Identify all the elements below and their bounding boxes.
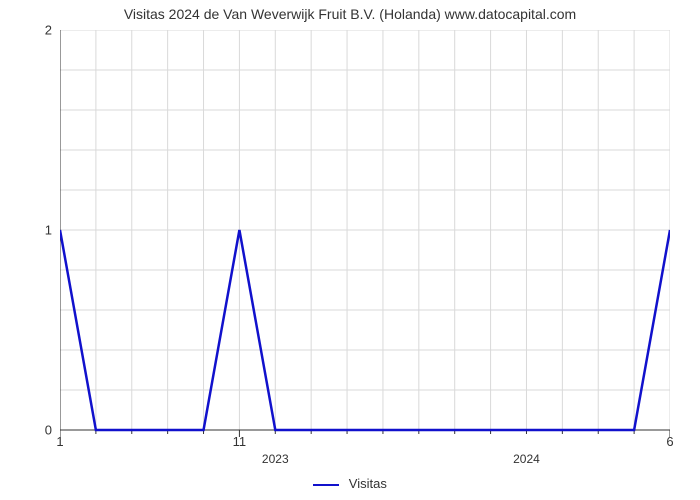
chart-title: Visitas 2024 de Van Weverwijk Fruit B.V.… (0, 6, 700, 22)
x-major-label: 1 (56, 434, 63, 449)
x-year-label: 2024 (513, 452, 540, 466)
chart-svg (60, 30, 670, 442)
visits-chart: Visitas 2024 de Van Weverwijk Fruit B.V.… (0, 0, 700, 500)
y-tick-label: 1 (32, 223, 52, 238)
y-tick-label: 2 (32, 23, 52, 38)
x-major-label: 11 (233, 434, 247, 449)
plot-area (60, 30, 670, 430)
x-year-label: 2023 (262, 452, 289, 466)
x-major-label: 6 (666, 434, 673, 449)
y-tick-label: 0 (32, 423, 52, 438)
legend: Visitas (0, 476, 700, 491)
legend-swatch (313, 484, 339, 486)
legend-label: Visitas (349, 476, 387, 491)
